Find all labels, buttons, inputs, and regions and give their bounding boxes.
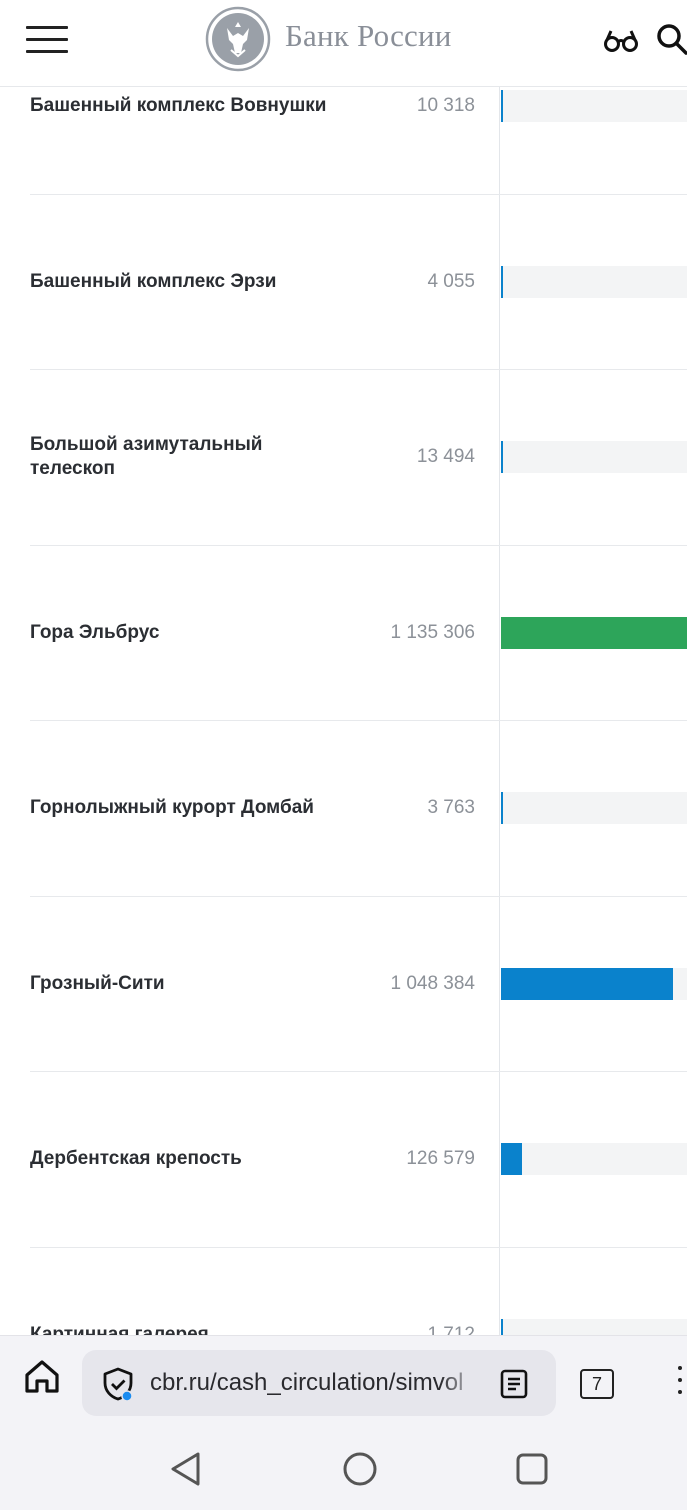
row-divider — [30, 720, 687, 722]
home-icon[interactable] — [22, 1356, 62, 1396]
chart-bar — [501, 792, 503, 824]
chart-bar-track — [501, 441, 687, 473]
chart-bar — [501, 1318, 503, 1335]
back-triangle-icon[interactable] — [168, 1450, 204, 1488]
chart-bar-track — [501, 1143, 687, 1175]
chart-bar-track — [501, 265, 687, 298]
brand-name[interactable]: Банк России — [285, 18, 452, 53]
chart-bar-track — [501, 967, 687, 1000]
chart-value-label: 13 494 — [416, 446, 475, 467]
chart-bar — [501, 441, 504, 473]
system-navigation — [0, 1420, 687, 1510]
chart-category-label: Горнолыжный курорт Домбай — [30, 797, 314, 818]
chart-category-label: Грозный-Сити — [30, 972, 165, 994]
more-vertical-icon[interactable] — [676, 1366, 686, 1400]
bank-russia-eagle-logo[interactable] — [205, 6, 271, 72]
chart-category-label: Картинная галерея — [30, 1323, 209, 1336]
chart-bar — [501, 90, 503, 122]
url-text[interactable]: cbr.ru/cash_circulation/simvol — [150, 1369, 464, 1396]
chart-bar-track — [501, 1318, 687, 1335]
row-divider — [30, 369, 687, 371]
chart-bar — [501, 967, 673, 1000]
search-icon[interactable] — [655, 22, 687, 56]
tabs-counter-icon[interactable]: 7 — [580, 1369, 614, 1399]
row-divider — [30, 193, 687, 195]
reader-mode-icon[interactable] — [498, 1368, 530, 1400]
chart-bar — [501, 616, 687, 649]
chart-axis-line — [499, 86, 500, 1335]
site-header: Банк России — [0, 0, 687, 87]
row-divider — [30, 1071, 687, 1073]
chart-category-label: Башенный комплекс Вовнушки — [30, 95, 327, 116]
glasses-icon[interactable] — [604, 26, 638, 54]
chart-bar-track — [501, 792, 687, 824]
row-divider — [30, 544, 687, 546]
chart-bar — [501, 1143, 522, 1175]
chart-bar-track — [501, 616, 687, 649]
chart-value-label: 10 318 — [416, 95, 475, 116]
chart-category-label: Большой азимутальный телескоп — [30, 434, 263, 479]
chart-value-label: 3 763 — [427, 797, 475, 818]
chart-category-label: Дербентская крепость — [30, 1148, 242, 1169]
recent-apps-square-icon[interactable] — [515, 1452, 549, 1486]
chart-value-label: 1 135 306 — [390, 621, 475, 643]
chart-bar — [501, 265, 503, 298]
browser-toolbar: cbr.ru/cash_circulation/simvol 7 — [0, 1335, 687, 1421]
shield-check-icon[interactable] — [100, 1366, 136, 1402]
chart-value-label: 1 048 384 — [390, 972, 475, 994]
chart-value-label: 4 055 — [427, 270, 475, 292]
row-divider — [30, 1246, 687, 1248]
hamburger-icon[interactable] — [26, 26, 68, 54]
chart-bar-track — [501, 90, 687, 122]
chart-category-label: Гора Эльбрус — [30, 621, 160, 643]
chart-category-label: Башенный комплекс Эрзи — [30, 270, 277, 292]
address-bar[interactable]: cbr.ru/cash_circulation/simvol — [82, 1350, 556, 1416]
chart-value-label: 126 579 — [406, 1148, 475, 1169]
home-circle-icon[interactable] — [342, 1451, 378, 1487]
chart-value-label: 1 712 — [427, 1323, 475, 1336]
row-divider — [30, 895, 687, 897]
ratings-chart: Башенный комплекс Вовнушки 10 318 Башенный… — [30, 86, 687, 1336]
